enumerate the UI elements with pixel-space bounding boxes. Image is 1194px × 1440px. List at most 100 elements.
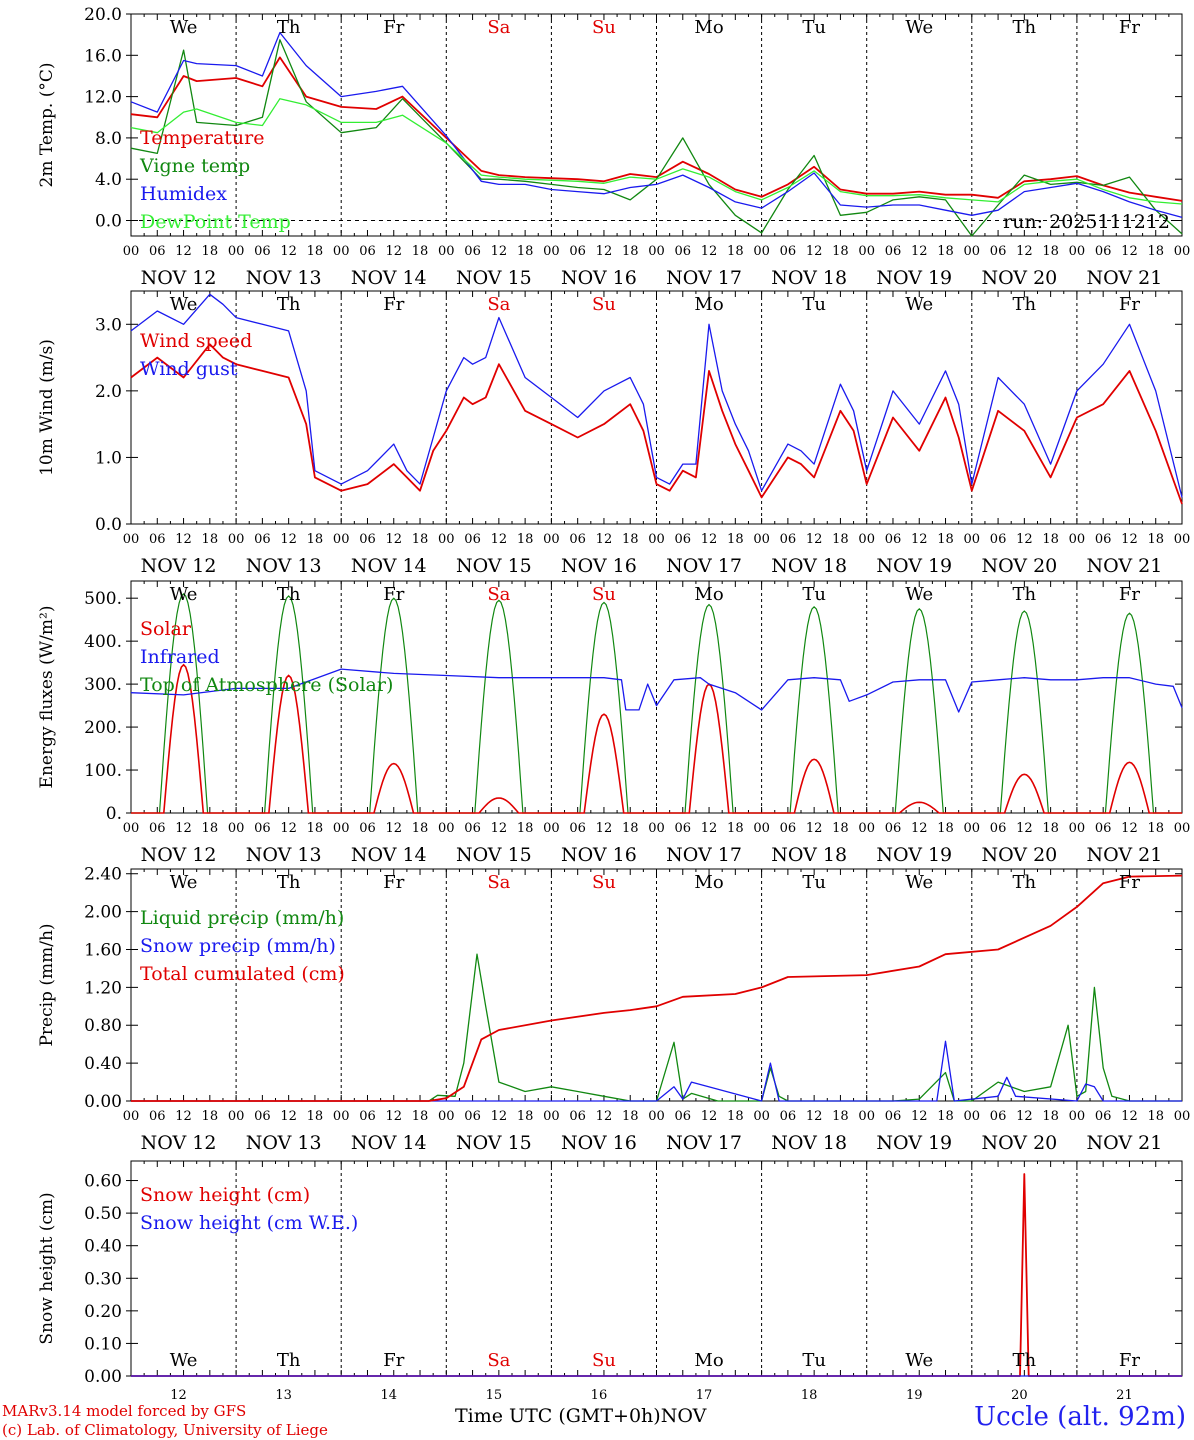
hour-tick-label: 00: [543, 532, 560, 547]
hour-tick-label: 00: [1174, 821, 1191, 836]
day-number-label: 20: [1011, 1388, 1028, 1403]
panel-3: [126, 580, 1183, 814]
series-total-cumulated-cm-: [131, 874, 1183, 1102]
hour-tick-label: 06: [149, 244, 166, 259]
hour-tick-label: 00: [438, 821, 455, 836]
y-tick-label: 200.: [84, 718, 122, 738]
hour-tick-label: 06: [149, 532, 166, 547]
y-tick-label: 0.30: [84, 1269, 122, 1289]
hour-tick-label: 12: [911, 532, 928, 547]
hour-tick-label: 18: [937, 1109, 954, 1124]
hour-tick-label: 06: [780, 532, 797, 547]
day-label: We: [905, 872, 933, 893]
hour-tick-label: 06: [254, 1109, 271, 1124]
legend-entry: Temperature: [140, 127, 264, 149]
hour-tick-label: 18: [622, 821, 639, 836]
hour-tick-label: 00: [753, 244, 770, 259]
day-label: Su: [592, 584, 616, 605]
day-label: Sa: [487, 584, 510, 605]
x-axis-month: NOV: [660, 1405, 707, 1427]
y-tick-label: 0.40: [84, 1237, 122, 1257]
y-tick-label: 300.: [84, 675, 122, 695]
day-number-label: 15: [486, 1388, 503, 1403]
y-tick-label: 0.40: [84, 1054, 122, 1074]
y-axis-title: Snow height (cm): [37, 1192, 57, 1344]
date-label: NOV 12: [141, 1132, 217, 1154]
hour-tick-label: 12: [806, 1109, 823, 1124]
hour-tick-label: 00: [543, 244, 560, 259]
day-label: We: [905, 17, 933, 38]
y-tick-label: 3.0: [95, 315, 122, 335]
series-humidex: [130, 31, 1183, 219]
hour-tick-label: 18: [517, 532, 534, 547]
y-tick-label: 4.0: [95, 170, 122, 190]
day-label: Sa: [487, 17, 510, 38]
series-snow-precip-mm-h-: [131, 1040, 1182, 1102]
hour-tick-label: 00: [543, 1109, 560, 1124]
hour-tick-label: 18: [727, 244, 744, 259]
hour-tick-label: 06: [359, 244, 376, 259]
hour-tick-label: 18: [412, 1109, 429, 1124]
hour-tick-label: 06: [359, 821, 376, 836]
day-label: Mo: [694, 17, 723, 38]
hour-tick-label: 18: [832, 244, 849, 259]
hour-tick-label: 12: [385, 1109, 402, 1124]
day-label: We: [170, 17, 198, 38]
hour-tick-label: 18: [727, 532, 744, 547]
hour-tick-label: 06: [675, 1109, 692, 1124]
day-label: Fr: [1119, 17, 1140, 38]
x-axis-title-text: Time UTC (GMT+0h): [455, 1405, 661, 1427]
date-label: NOV 14: [351, 1132, 427, 1154]
series-wind-speed: [130, 343, 1183, 505]
day-label: We: [170, 584, 198, 605]
day-label: Fr: [383, 584, 404, 605]
hour-tick-label: 00: [648, 821, 665, 836]
day-label: Fr: [383, 872, 404, 893]
date-label: NOV 17: [666, 267, 742, 289]
day-label: We: [905, 584, 933, 605]
hour-tick-label: 00: [438, 244, 455, 259]
y-tick-label: 0.00: [84, 1092, 122, 1112]
y-tick-label: 20.0: [84, 5, 122, 25]
hour-tick-label: 12: [175, 244, 192, 259]
date-label: NOV 14: [351, 267, 427, 289]
y-tick-label: 0.60: [84, 1172, 122, 1192]
hour-tick-label: 12: [385, 532, 402, 547]
hour-tick-label: 12: [491, 1109, 508, 1124]
day-label: Mo: [694, 872, 723, 893]
hour-tick-label: 12: [911, 244, 928, 259]
date-label: NOV 18: [771, 844, 847, 866]
hour-tick-label: 12: [280, 532, 297, 547]
hour-tick-label: 06: [780, 1109, 797, 1124]
day-label: Th: [277, 17, 301, 38]
hour-tick-label: 12: [806, 532, 823, 547]
hour-tick-label: 18: [517, 1109, 534, 1124]
hour-tick-label: 06: [464, 244, 481, 259]
date-label: NOV 21: [1087, 267, 1163, 289]
date-label: NOV 13: [246, 844, 322, 866]
hour-tick-label: 06: [1095, 1109, 1112, 1124]
day-label: Th: [277, 1350, 301, 1371]
legend-entry: Infrared: [140, 646, 220, 668]
hour-tick-label: 18: [622, 244, 639, 259]
hour-tick-label: 18: [517, 821, 534, 836]
date-label: NOV 12: [141, 844, 217, 866]
hour-tick-label: 06: [675, 821, 692, 836]
y-tick-label: 1.0: [95, 448, 122, 468]
day-label: Tu: [802, 17, 826, 38]
date-label: NOV 14: [351, 844, 427, 866]
hour-tick-label: 00: [123, 244, 140, 259]
y-tick-label: 0.10: [84, 1334, 122, 1354]
hour-tick-label: 00: [1174, 244, 1191, 259]
hour-tick-label: 18: [1042, 1109, 1059, 1124]
day-label: Sa: [487, 294, 510, 315]
y-tick-label: 2.00: [84, 903, 122, 923]
legend-entry: Wind gust: [140, 358, 238, 380]
hour-tick-label: 06: [254, 821, 271, 836]
hour-tick-label: 18: [832, 1109, 849, 1124]
date-label: NOV 20: [981, 267, 1057, 289]
hour-tick-label: 00: [1174, 532, 1191, 547]
hour-tick-label: 00: [333, 532, 350, 547]
y-tick-label: 2.0: [95, 382, 122, 402]
hour-tick-label: 00: [648, 532, 665, 547]
